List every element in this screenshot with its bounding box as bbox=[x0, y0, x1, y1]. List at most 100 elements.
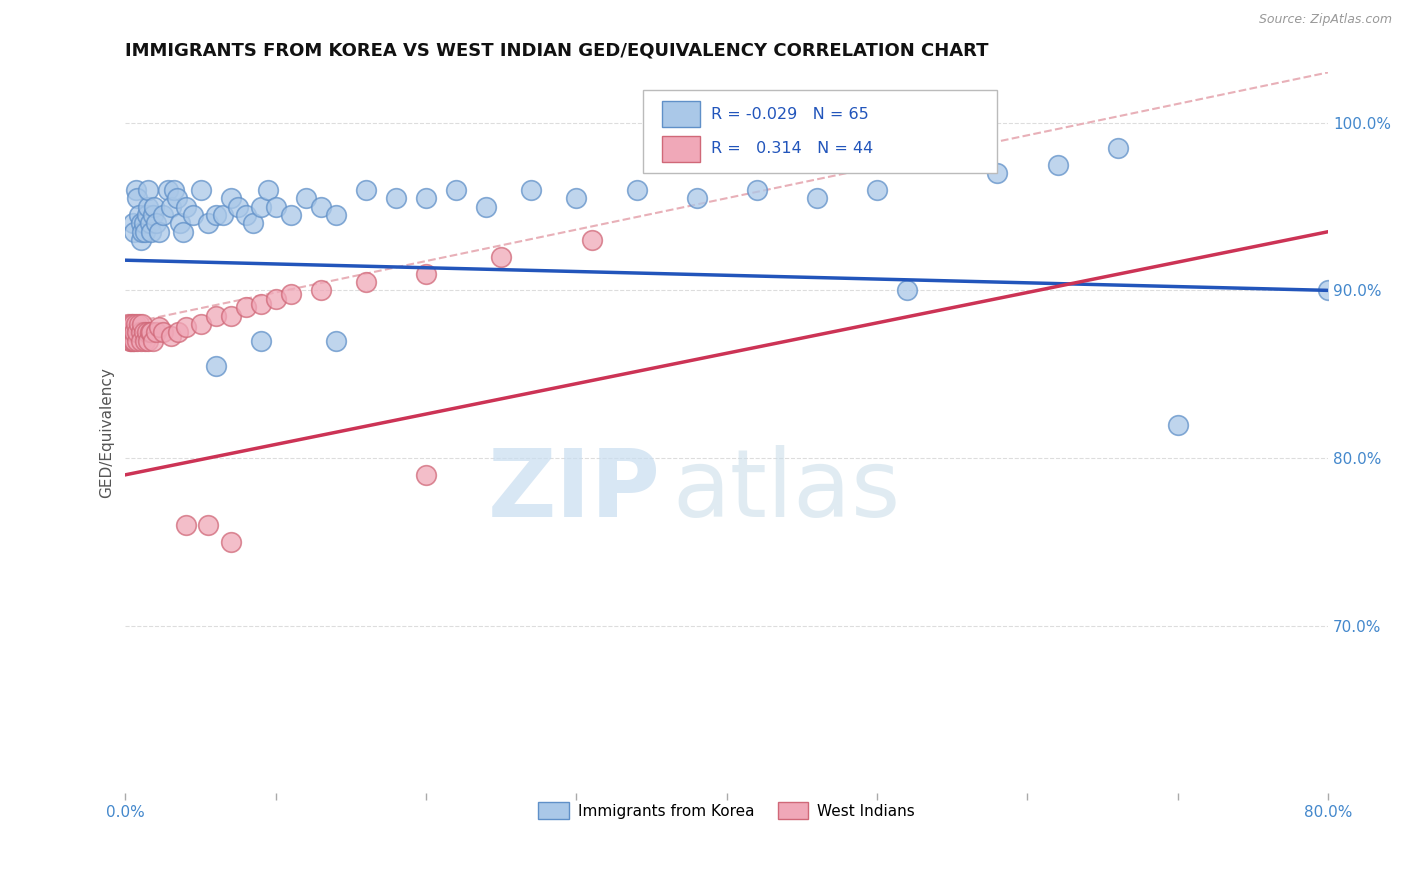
Point bbox=[249, 297, 271, 311]
Text: atlas: atlas bbox=[672, 444, 901, 537]
Point bbox=[132, 216, 155, 230]
Point bbox=[131, 317, 153, 331]
Point bbox=[118, 334, 141, 348]
Point bbox=[325, 208, 347, 222]
Point bbox=[124, 326, 146, 340]
Point bbox=[219, 309, 242, 323]
Point bbox=[139, 225, 162, 239]
Point bbox=[235, 300, 257, 314]
Y-axis label: GED/Equivalency: GED/Equivalency bbox=[100, 368, 114, 499]
Point bbox=[124, 225, 146, 239]
Point bbox=[280, 208, 302, 222]
Text: ZIP: ZIP bbox=[488, 444, 661, 537]
Point bbox=[197, 518, 219, 533]
Text: Source: ZipAtlas.com: Source: ZipAtlas.com bbox=[1258, 13, 1392, 27]
Point bbox=[138, 216, 160, 230]
Point bbox=[131, 225, 153, 239]
FancyBboxPatch shape bbox=[662, 136, 700, 161]
Point bbox=[152, 208, 174, 222]
Point bbox=[128, 208, 150, 222]
Point bbox=[129, 326, 152, 340]
Legend: Immigrants from Korea, West Indians: Immigrants from Korea, West Indians bbox=[533, 796, 921, 825]
Point bbox=[280, 286, 302, 301]
Point bbox=[134, 225, 156, 239]
Point bbox=[141, 334, 163, 348]
Point bbox=[264, 292, 287, 306]
Point bbox=[986, 166, 1008, 180]
Point bbox=[197, 216, 219, 230]
Point bbox=[132, 326, 155, 340]
Point bbox=[128, 317, 150, 331]
Point bbox=[135, 208, 157, 222]
Point bbox=[135, 326, 157, 340]
Point bbox=[174, 320, 197, 334]
Point bbox=[152, 326, 174, 340]
Point bbox=[117, 317, 139, 331]
Point bbox=[520, 183, 543, 197]
Point bbox=[122, 216, 145, 230]
Point bbox=[415, 467, 437, 482]
Point bbox=[242, 216, 264, 230]
Point bbox=[806, 191, 828, 205]
Point bbox=[1167, 417, 1189, 432]
Point bbox=[257, 183, 280, 197]
Point bbox=[745, 183, 768, 197]
Point bbox=[166, 191, 188, 205]
Point bbox=[181, 208, 204, 222]
Point bbox=[169, 216, 191, 230]
Point bbox=[325, 334, 347, 348]
Point bbox=[121, 317, 143, 331]
Point bbox=[354, 183, 377, 197]
Point bbox=[141, 208, 163, 222]
Point bbox=[148, 225, 170, 239]
Point bbox=[204, 359, 226, 373]
Point bbox=[1317, 284, 1340, 298]
Point bbox=[129, 216, 152, 230]
Point bbox=[122, 317, 145, 331]
Point bbox=[219, 534, 242, 549]
Point bbox=[385, 191, 408, 205]
Point bbox=[190, 317, 212, 331]
Point bbox=[581, 233, 603, 247]
Point bbox=[159, 200, 181, 214]
Text: R = -0.029   N = 65: R = -0.029 N = 65 bbox=[711, 107, 869, 121]
Point bbox=[249, 334, 271, 348]
Point bbox=[129, 334, 152, 348]
Point bbox=[309, 284, 332, 298]
Point bbox=[136, 200, 159, 214]
Point bbox=[190, 183, 212, 197]
Point bbox=[565, 191, 588, 205]
Point bbox=[125, 317, 148, 331]
Point bbox=[122, 334, 145, 348]
Point bbox=[136, 183, 159, 197]
Point bbox=[174, 518, 197, 533]
Point bbox=[212, 208, 235, 222]
Point bbox=[1046, 158, 1069, 172]
Point bbox=[125, 183, 148, 197]
Point bbox=[162, 183, 184, 197]
Point bbox=[127, 326, 149, 340]
Point bbox=[134, 334, 156, 348]
Text: IMMIGRANTS FROM KOREA VS WEST INDIAN GED/EQUIVALENCY CORRELATION CHART: IMMIGRANTS FROM KOREA VS WEST INDIAN GED… bbox=[125, 42, 988, 60]
Point bbox=[124, 334, 146, 348]
Point bbox=[235, 208, 257, 222]
Point bbox=[148, 320, 170, 334]
Point bbox=[415, 267, 437, 281]
Point bbox=[127, 334, 149, 348]
Point bbox=[491, 250, 513, 264]
Point bbox=[145, 216, 167, 230]
Point bbox=[129, 233, 152, 247]
Point bbox=[896, 284, 918, 298]
Point bbox=[249, 200, 271, 214]
Point bbox=[475, 200, 498, 214]
FancyBboxPatch shape bbox=[662, 102, 700, 128]
Point bbox=[626, 183, 648, 197]
Point bbox=[295, 191, 318, 205]
Point bbox=[927, 141, 949, 155]
Point bbox=[172, 225, 194, 239]
Point bbox=[354, 275, 377, 289]
Text: R =   0.314   N = 44: R = 0.314 N = 44 bbox=[711, 141, 873, 156]
Point bbox=[139, 326, 162, 340]
Point bbox=[145, 326, 167, 340]
Point bbox=[264, 200, 287, 214]
